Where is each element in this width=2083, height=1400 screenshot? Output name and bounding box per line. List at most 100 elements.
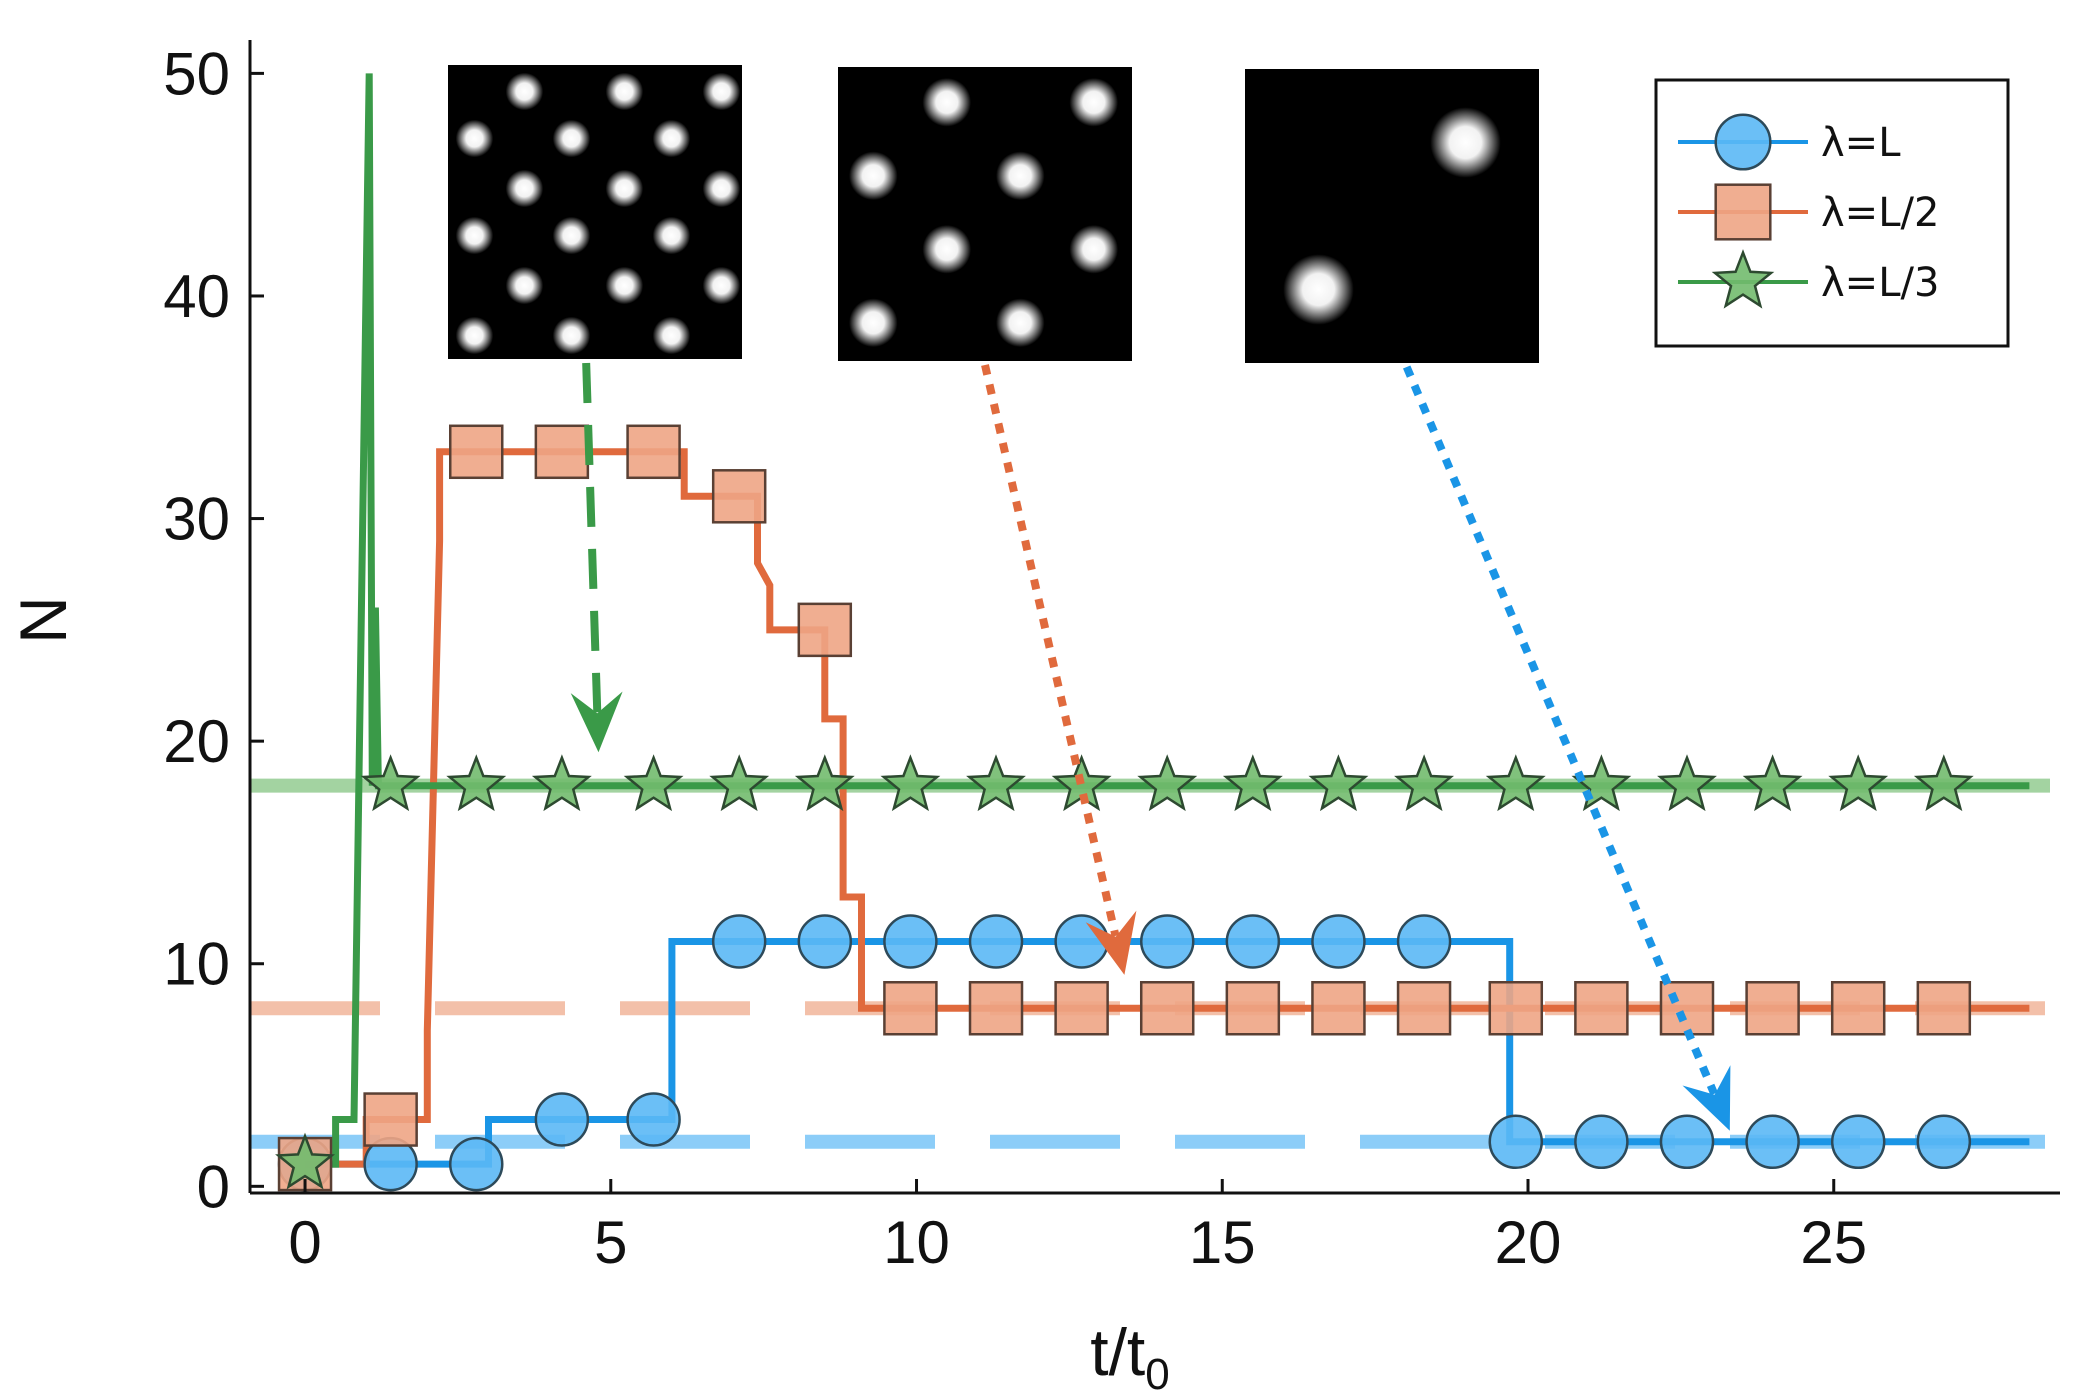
series-1-marker-15 — [1574, 1114, 1629, 1170]
series-2-marker-8 — [968, 981, 1024, 1036]
x-tick-label-4: 20 — [1495, 1209, 1562, 1276]
inset-2-arrow-shaft — [981, 364, 1120, 937]
inset-1-spot-2 — [702, 72, 741, 111]
inset-2-spot-0 — [922, 78, 972, 127]
series-2-marker-16 — [1659, 981, 1715, 1036]
inset-1-spot-6 — [505, 169, 544, 208]
x-tick-label-2: 10 — [883, 1209, 950, 1276]
series-1-marker-3 — [534, 1092, 590, 1147]
series-1-marker-11 — [1225, 914, 1281, 969]
inset-1-spot-5 — [652, 119, 691, 158]
series-2-marker-13 — [1396, 981, 1452, 1036]
series-3-marker-3 — [531, 754, 592, 812]
series-1-marker-9 — [1054, 914, 1109, 969]
series-1-marker-2 — [449, 1136, 504, 1192]
inset-1-spot-14 — [702, 266, 741, 305]
inset-2-spot-5 — [1069, 225, 1119, 274]
inset-2-spot-2 — [849, 151, 898, 201]
inset-1-spot-12 — [505, 266, 544, 305]
inset-1-spot-11 — [652, 216, 691, 255]
inset-2-spot-3 — [996, 151, 1045, 201]
series-3-marker-2 — [446, 754, 507, 812]
inset-1-background — [448, 65, 742, 359]
series-3-marker-4 — [623, 754, 684, 812]
series-markers — [275, 424, 1974, 1192]
x-axis-label-main: t/t — [1090, 1315, 1145, 1389]
inset-2-spot-1 — [1069, 78, 1119, 127]
legend-marker-3 — [1711, 249, 1775, 309]
legend-label-2: λ=L/2 — [1821, 190, 1939, 236]
series-1-marker-13 — [1396, 914, 1452, 969]
series-1-marker-14 — [1488, 1114, 1544, 1170]
series-line-2 — [305, 448, 2030, 1168]
series-2-marker-11 — [1225, 981, 1281, 1036]
series-3-marker-13 — [1394, 754, 1455, 812]
inset-1-spot-3 — [455, 119, 494, 158]
inset-1-arrow-head — [570, 691, 623, 753]
y-tick-label-3: 30 — [163, 486, 230, 553]
series-3-marker-1 — [360, 754, 421, 812]
series-3-marker-6 — [794, 754, 855, 812]
series-2-marker-3 — [534, 424, 590, 480]
y-tick-label-0: 0 — [197, 1153, 230, 1220]
series-3-marker-15 — [1571, 754, 1632, 812]
series-1-marker-16 — [1659, 1114, 1715, 1170]
inset-1-spot-13 — [605, 266, 644, 305]
inset-1-spot-9 — [455, 216, 494, 255]
series-1-marker-5 — [711, 914, 767, 969]
series-1-marker-10 — [1139, 914, 1195, 969]
inset-2-spot-6 — [849, 298, 898, 348]
series-2-marker-14 — [1488, 981, 1544, 1036]
series-2-marker-5 — [711, 469, 767, 524]
y-tick-label-5: 50 — [163, 40, 230, 107]
legend-label-3: λ=L/3 — [1821, 260, 1939, 306]
series-3-marker-17 — [1742, 754, 1803, 812]
series-3-marker-0 — [275, 1132, 336, 1190]
series-1-marker-8 — [968, 914, 1024, 969]
inset-1 — [448, 65, 742, 359]
y-tick-label-4: 40 — [163, 263, 230, 330]
series-3-marker-18 — [1828, 754, 1889, 812]
series-3-marker-8 — [966, 754, 1026, 812]
series-2-marker-17 — [1745, 981, 1800, 1036]
x-tick-label-5: 25 — [1800, 1209, 1867, 1276]
insets — [448, 65, 1539, 363]
x-tick-label-1: 5 — [594, 1209, 627, 1276]
inset-2-spot-7 — [996, 298, 1045, 348]
x-tick-label-0: 0 — [288, 1209, 321, 1276]
series-3-marker-5 — [709, 754, 770, 812]
series-1-marker-19 — [1916, 1114, 1972, 1170]
series-1-marker-12 — [1311, 914, 1366, 969]
x-axis-label: t/t0 — [1090, 1315, 1170, 1399]
series-3-marker-16 — [1657, 754, 1717, 812]
series-2-marker-4 — [626, 424, 681, 480]
series-2-marker-19 — [1916, 981, 1972, 1036]
series-3-marker-14 — [1485, 754, 1546, 812]
series-1-marker-6 — [797, 914, 853, 969]
series-3-marker-19 — [1913, 754, 1974, 812]
series-2-marker-15 — [1574, 981, 1629, 1036]
series-3-marker-7 — [880, 754, 941, 812]
inset-arrows — [570, 362, 1731, 1131]
inset-2 — [838, 67, 1132, 361]
series-1-marker-17 — [1745, 1114, 1800, 1170]
inset-3-spot-0 — [1430, 107, 1501, 178]
series-1-marker-18 — [1830, 1114, 1886, 1170]
series-1-marker-7 — [883, 914, 938, 969]
inset-1-spot-1 — [605, 72, 644, 111]
series-2-marker-18 — [1830, 981, 1886, 1036]
inset-1-spot-0 — [505, 72, 544, 111]
inset-1-spot-15 — [455, 316, 494, 355]
inset-1-spot-8 — [702, 169, 741, 208]
legend-marker-1 — [1714, 113, 1772, 171]
series-2-marker-9 — [1054, 981, 1109, 1036]
x-tick-label-3: 15 — [1189, 1209, 1256, 1276]
series-1-marker-4 — [626, 1092, 681, 1147]
inset-1-spot-16 — [552, 316, 591, 355]
inset-1-arrow-shaft — [582, 362, 602, 713]
inset-3-background — [1245, 69, 1539, 363]
inset-1-spot-17 — [652, 316, 691, 355]
inset-3-arrow-head — [1682, 1065, 1731, 1131]
y-tick-label-1: 10 — [163, 931, 230, 998]
